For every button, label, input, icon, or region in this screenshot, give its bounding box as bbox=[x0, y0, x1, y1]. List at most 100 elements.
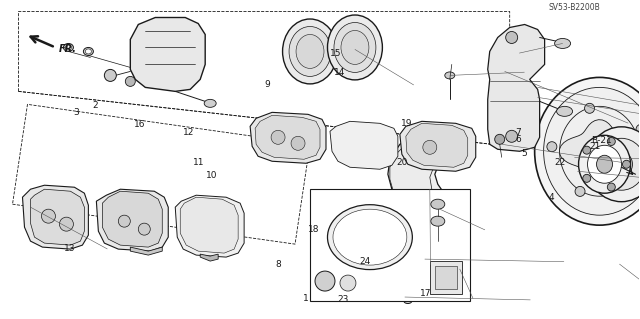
Text: 19: 19 bbox=[401, 119, 412, 128]
Polygon shape bbox=[102, 191, 163, 247]
Text: 20: 20 bbox=[396, 158, 408, 167]
Polygon shape bbox=[430, 261, 462, 294]
Text: 8: 8 bbox=[276, 260, 282, 269]
Polygon shape bbox=[488, 25, 545, 151]
Circle shape bbox=[636, 124, 640, 134]
Circle shape bbox=[630, 176, 640, 186]
Ellipse shape bbox=[65, 45, 72, 50]
Text: 10: 10 bbox=[205, 171, 217, 180]
Text: B-21: B-21 bbox=[591, 136, 611, 145]
Polygon shape bbox=[250, 112, 326, 163]
Ellipse shape bbox=[431, 216, 445, 226]
Circle shape bbox=[291, 136, 305, 150]
Circle shape bbox=[506, 32, 518, 43]
Ellipse shape bbox=[611, 152, 632, 176]
Circle shape bbox=[104, 70, 116, 81]
Ellipse shape bbox=[283, 19, 337, 84]
Ellipse shape bbox=[334, 23, 376, 72]
Ellipse shape bbox=[586, 127, 640, 202]
Ellipse shape bbox=[328, 205, 412, 270]
Polygon shape bbox=[97, 189, 168, 251]
Text: 4: 4 bbox=[548, 194, 554, 203]
Polygon shape bbox=[400, 121, 476, 171]
Ellipse shape bbox=[559, 106, 639, 196]
Circle shape bbox=[583, 146, 591, 154]
Ellipse shape bbox=[543, 87, 640, 215]
Text: 1: 1 bbox=[303, 294, 309, 303]
Circle shape bbox=[495, 134, 505, 144]
Circle shape bbox=[118, 215, 131, 227]
Circle shape bbox=[584, 103, 595, 113]
Circle shape bbox=[547, 142, 557, 152]
Polygon shape bbox=[180, 197, 238, 253]
Text: 18: 18 bbox=[308, 225, 319, 234]
Polygon shape bbox=[31, 189, 84, 245]
Text: 22: 22 bbox=[554, 159, 565, 167]
Circle shape bbox=[271, 130, 285, 144]
Text: 14: 14 bbox=[333, 68, 345, 77]
Ellipse shape bbox=[534, 78, 640, 225]
Circle shape bbox=[60, 217, 74, 231]
Polygon shape bbox=[406, 123, 468, 167]
Polygon shape bbox=[559, 120, 640, 183]
Ellipse shape bbox=[445, 72, 455, 79]
Circle shape bbox=[506, 130, 518, 142]
Text: 2: 2 bbox=[92, 101, 98, 110]
Circle shape bbox=[623, 160, 630, 168]
Ellipse shape bbox=[333, 209, 407, 265]
Ellipse shape bbox=[431, 199, 445, 209]
Polygon shape bbox=[255, 115, 320, 159]
Polygon shape bbox=[310, 189, 470, 301]
Text: 6: 6 bbox=[515, 135, 521, 144]
Polygon shape bbox=[200, 254, 218, 261]
Ellipse shape bbox=[588, 145, 621, 183]
Text: SV53-B2200B: SV53-B2200B bbox=[548, 3, 600, 11]
Ellipse shape bbox=[555, 39, 571, 48]
Text: 3: 3 bbox=[73, 108, 79, 117]
Text: 17: 17 bbox=[420, 289, 431, 298]
Text: 12: 12 bbox=[183, 128, 195, 137]
Ellipse shape bbox=[204, 99, 216, 108]
Text: 15: 15 bbox=[330, 48, 342, 57]
Polygon shape bbox=[388, 139, 442, 269]
Circle shape bbox=[340, 275, 356, 291]
Text: FR.: FR. bbox=[58, 44, 76, 55]
Text: 13: 13 bbox=[64, 244, 76, 253]
Polygon shape bbox=[435, 266, 457, 289]
Circle shape bbox=[42, 209, 56, 223]
Circle shape bbox=[423, 140, 437, 154]
Text: 24: 24 bbox=[359, 257, 371, 266]
Ellipse shape bbox=[557, 106, 573, 116]
Polygon shape bbox=[175, 195, 244, 257]
Ellipse shape bbox=[85, 49, 92, 54]
Polygon shape bbox=[330, 121, 398, 169]
Ellipse shape bbox=[83, 48, 93, 56]
Text: 7: 7 bbox=[515, 128, 521, 137]
Ellipse shape bbox=[289, 26, 331, 77]
Circle shape bbox=[583, 174, 591, 182]
Ellipse shape bbox=[598, 138, 640, 190]
Polygon shape bbox=[131, 247, 163, 255]
Polygon shape bbox=[22, 185, 88, 249]
Ellipse shape bbox=[328, 15, 382, 80]
Text: 9: 9 bbox=[265, 80, 271, 89]
Ellipse shape bbox=[339, 213, 401, 261]
Circle shape bbox=[125, 77, 135, 86]
Ellipse shape bbox=[296, 34, 324, 68]
Text: 5: 5 bbox=[522, 149, 527, 158]
Text: 23: 23 bbox=[337, 295, 349, 304]
Ellipse shape bbox=[63, 43, 74, 51]
Circle shape bbox=[607, 137, 615, 145]
Ellipse shape bbox=[579, 135, 630, 193]
Ellipse shape bbox=[341, 31, 369, 64]
Ellipse shape bbox=[404, 299, 412, 303]
Polygon shape bbox=[131, 18, 205, 91]
Text: 21: 21 bbox=[589, 142, 600, 151]
Circle shape bbox=[138, 223, 150, 235]
Circle shape bbox=[315, 271, 335, 291]
Circle shape bbox=[575, 186, 585, 197]
Circle shape bbox=[607, 183, 615, 191]
Text: 16: 16 bbox=[134, 120, 145, 129]
Polygon shape bbox=[378, 131, 450, 277]
Ellipse shape bbox=[596, 155, 612, 173]
